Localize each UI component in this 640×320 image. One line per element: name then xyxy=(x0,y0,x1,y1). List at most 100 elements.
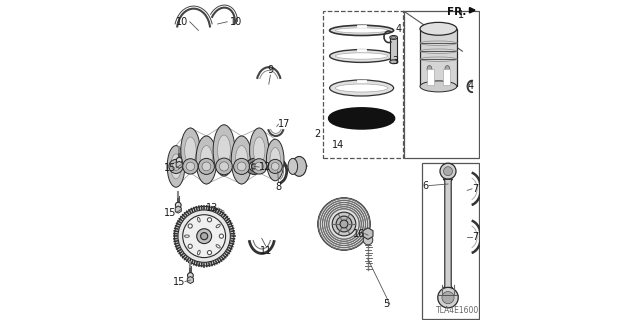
Circle shape xyxy=(237,162,246,171)
Bar xyxy=(443,69,450,85)
Circle shape xyxy=(216,158,232,175)
Ellipse shape xyxy=(185,137,196,164)
Text: 10: 10 xyxy=(176,17,188,27)
Circle shape xyxy=(198,158,214,174)
Circle shape xyxy=(442,292,454,304)
Ellipse shape xyxy=(213,125,235,176)
Ellipse shape xyxy=(198,218,200,222)
Circle shape xyxy=(220,234,223,238)
Ellipse shape xyxy=(390,36,397,39)
Ellipse shape xyxy=(218,135,230,166)
Text: 10: 10 xyxy=(230,17,242,27)
Text: 9: 9 xyxy=(268,65,273,75)
Text: 8: 8 xyxy=(275,182,282,192)
Ellipse shape xyxy=(330,50,394,62)
Circle shape xyxy=(169,159,183,173)
Ellipse shape xyxy=(184,235,189,237)
Circle shape xyxy=(183,159,198,174)
Circle shape xyxy=(255,162,264,171)
Ellipse shape xyxy=(390,60,397,64)
Ellipse shape xyxy=(167,146,185,187)
Circle shape xyxy=(207,218,212,222)
Circle shape xyxy=(196,229,212,244)
Ellipse shape xyxy=(181,128,200,173)
Ellipse shape xyxy=(236,146,248,174)
Ellipse shape xyxy=(216,244,220,248)
Text: 15: 15 xyxy=(173,276,185,287)
Circle shape xyxy=(249,162,259,171)
Ellipse shape xyxy=(216,224,220,228)
Circle shape xyxy=(188,244,192,248)
Text: 11: 11 xyxy=(259,246,272,256)
Ellipse shape xyxy=(196,136,217,184)
Text: 17: 17 xyxy=(278,119,291,129)
Text: 3: 3 xyxy=(392,56,398,66)
Circle shape xyxy=(174,206,234,266)
Ellipse shape xyxy=(420,81,457,92)
Ellipse shape xyxy=(200,146,212,174)
Circle shape xyxy=(207,251,212,255)
Bar xyxy=(420,29,457,86)
Circle shape xyxy=(234,158,250,174)
Circle shape xyxy=(188,224,192,228)
Circle shape xyxy=(332,212,356,236)
Ellipse shape xyxy=(330,80,394,96)
Text: 13: 13 xyxy=(206,203,218,213)
Circle shape xyxy=(175,202,181,208)
Bar xyxy=(422,163,479,319)
Text: 4: 4 xyxy=(467,81,474,92)
Text: 15: 15 xyxy=(164,163,176,173)
Ellipse shape xyxy=(392,36,396,39)
Circle shape xyxy=(246,158,262,174)
Circle shape xyxy=(438,287,458,308)
Text: 14: 14 xyxy=(332,140,345,150)
Text: 7: 7 xyxy=(472,184,478,194)
Text: 4: 4 xyxy=(396,24,402,34)
Circle shape xyxy=(252,164,257,169)
Circle shape xyxy=(444,167,452,176)
Ellipse shape xyxy=(445,66,450,72)
Text: TLA4E1600: TLA4E1600 xyxy=(436,306,479,315)
Text: 1: 1 xyxy=(458,10,464,20)
Circle shape xyxy=(220,162,228,171)
Bar xyxy=(428,69,434,85)
Ellipse shape xyxy=(266,139,284,181)
Circle shape xyxy=(440,163,456,179)
Circle shape xyxy=(364,235,372,245)
Circle shape xyxy=(268,159,282,173)
Circle shape xyxy=(186,162,195,171)
Ellipse shape xyxy=(250,128,269,173)
Circle shape xyxy=(336,216,352,232)
Circle shape xyxy=(188,273,193,278)
Ellipse shape xyxy=(288,158,298,174)
Circle shape xyxy=(183,215,225,258)
Circle shape xyxy=(200,233,208,240)
Text: 5: 5 xyxy=(383,299,390,309)
Ellipse shape xyxy=(427,66,432,72)
Ellipse shape xyxy=(420,22,457,35)
Ellipse shape xyxy=(253,137,265,164)
Ellipse shape xyxy=(330,25,394,36)
Circle shape xyxy=(177,157,182,163)
Ellipse shape xyxy=(330,109,394,128)
Circle shape xyxy=(178,210,230,262)
Circle shape xyxy=(202,162,211,171)
Text: 7: 7 xyxy=(472,232,478,242)
Ellipse shape xyxy=(231,136,252,184)
Text: 16: 16 xyxy=(353,228,365,239)
Ellipse shape xyxy=(292,156,307,176)
Ellipse shape xyxy=(335,53,388,59)
Ellipse shape xyxy=(270,148,280,172)
Circle shape xyxy=(317,198,370,250)
Bar xyxy=(404,11,479,158)
Polygon shape xyxy=(444,179,452,288)
Circle shape xyxy=(271,163,279,170)
Circle shape xyxy=(252,159,267,174)
Ellipse shape xyxy=(171,154,181,179)
Text: FR.: FR. xyxy=(447,7,466,17)
Text: 12: 12 xyxy=(259,162,271,172)
Bar xyxy=(390,37,397,62)
Bar xyxy=(292,161,304,172)
Circle shape xyxy=(172,163,180,170)
Ellipse shape xyxy=(335,28,388,33)
